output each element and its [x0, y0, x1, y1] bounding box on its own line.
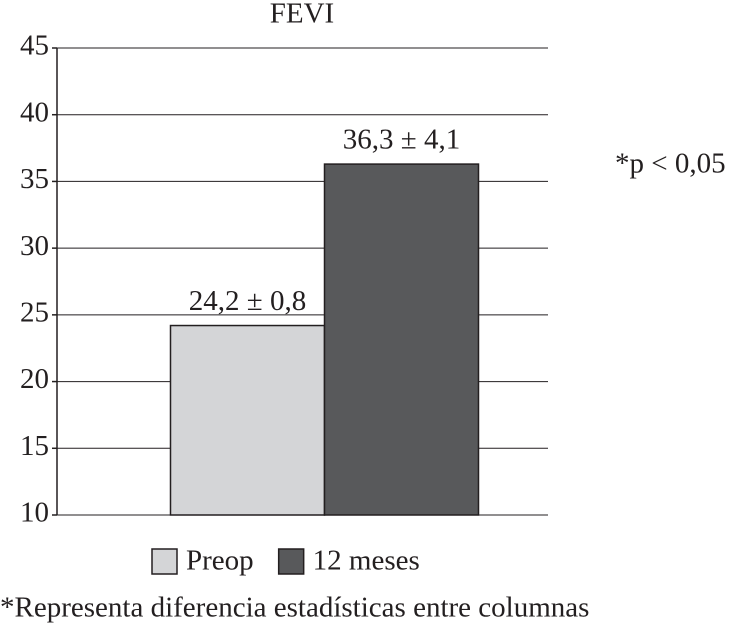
legend-label: Preop: [186, 545, 254, 577]
legend-swatch: [151, 548, 178, 575]
y-tick-label: 45: [20, 30, 49, 62]
y-tick-label: 35: [20, 163, 49, 195]
bar: [169, 324, 326, 516]
bar: [323, 163, 480, 516]
y-tick-label: 30: [20, 230, 49, 262]
annotation: *p < 0,05: [615, 148, 726, 180]
y-tick-label: 25: [20, 297, 49, 329]
y-tick-label: 40: [20, 96, 49, 128]
chart-title: FEVI: [270, 0, 334, 30]
y-tick-label: 10: [20, 497, 49, 529]
value-label: 36,3 ± 4,1: [343, 124, 460, 156]
legend-label: 12 meses: [313, 545, 420, 577]
y-tick-label: 15: [20, 430, 49, 462]
footnote: *Representa diferencia estadísticas entr…: [0, 592, 589, 624]
y-tick-label: 20: [20, 363, 49, 395]
value-label: 24,2 ± 0,8: [189, 285, 306, 317]
legend-swatch: [277, 548, 305, 575]
